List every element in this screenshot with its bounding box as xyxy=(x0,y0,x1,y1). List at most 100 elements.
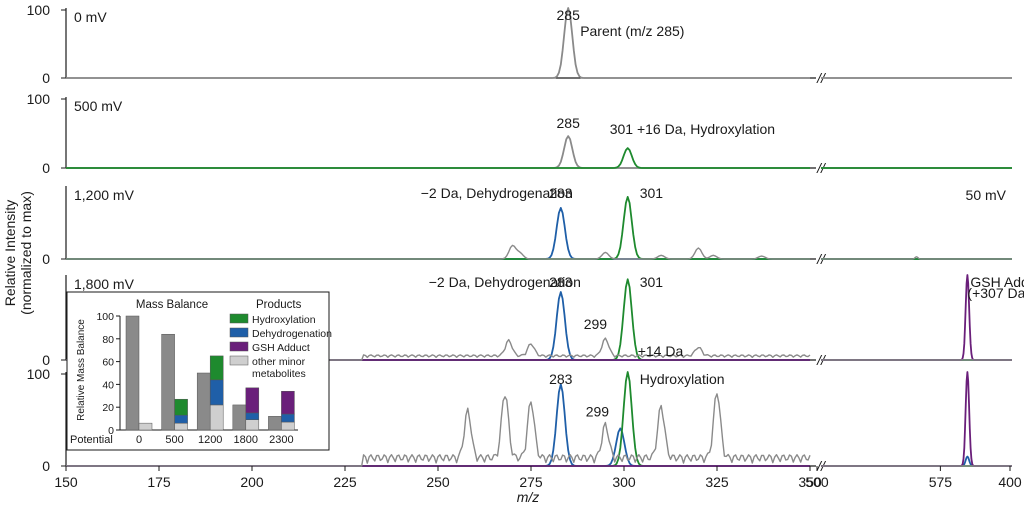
potential-label: 500 mV xyxy=(74,98,123,114)
inset-category-label: 1200 xyxy=(198,434,222,446)
bar-product-segment xyxy=(138,422,153,431)
mass-balance-inset: Mass Balance Relative Mass Balance Potenti… xyxy=(66,291,332,451)
inset-y-tick-label: 20 xyxy=(102,402,114,414)
x-tick-label: 325 xyxy=(705,474,729,490)
peak-annotation: +14 Da xyxy=(638,343,684,359)
peak-annotation: 299 xyxy=(586,403,610,419)
bar-product-segment xyxy=(281,390,295,415)
legend-label: Hydroxylation xyxy=(252,314,316,326)
legend-label: other minor xyxy=(252,356,306,368)
peak-annotation: 301 xyxy=(640,185,664,201)
bar-parent xyxy=(125,315,140,431)
potential-label: 0 mV xyxy=(74,9,107,25)
x-tick-label: 275 xyxy=(519,474,543,490)
bar-product-segment xyxy=(209,379,224,406)
inset-category-label: 2300 xyxy=(269,434,293,446)
x-tick-label: 400 xyxy=(998,474,1022,490)
bar-product-segment xyxy=(209,404,224,431)
x-tick-label: 250 xyxy=(426,474,450,490)
x-axis-title: m/z xyxy=(517,489,540,505)
y-axis-title-line2: (normalized to max) xyxy=(18,191,34,315)
bar-parent xyxy=(196,372,211,431)
peak-annotation: 301 xyxy=(640,274,664,290)
potential-label-right: 50 mV xyxy=(966,187,1007,203)
peak-annotation: 283 xyxy=(549,371,573,387)
y-tick-label: 100 xyxy=(27,91,51,107)
peak-annotation: −2 Da, Dehydrogenation xyxy=(421,185,573,201)
x-tick-label: 500 xyxy=(805,474,829,490)
peak-annotation: 285 xyxy=(557,115,581,131)
bar-product-segment xyxy=(174,414,188,424)
inset-category-label: 0 xyxy=(136,434,142,446)
series-trace xyxy=(66,7,1013,79)
x-tick-label: 575 xyxy=(929,474,953,490)
inset-category-label: 500 xyxy=(165,434,183,446)
inset-y-tick-label: 80 xyxy=(102,334,114,346)
x-tick-label: 350 xyxy=(798,474,822,490)
peak-annotation: −2 Da, Dehydrogenation xyxy=(429,274,581,290)
x-tick-label: 175 xyxy=(147,474,171,490)
y-tick-label: 0 xyxy=(42,160,50,176)
series-trace xyxy=(66,147,1013,169)
bar-product-segment xyxy=(245,387,260,414)
y-tick-label: 100 xyxy=(27,366,51,382)
peak-annotation: 283 xyxy=(549,274,573,290)
peak-annotation: Parent (m/z 285) xyxy=(580,23,684,39)
legend-swatch xyxy=(229,313,249,324)
potential-label: 1,800 mV xyxy=(74,276,135,292)
peak-annotation: 299 xyxy=(584,316,608,332)
bar-product-segment xyxy=(174,398,188,416)
y-tick-label: 0 xyxy=(42,70,50,86)
bar-product-segment xyxy=(174,422,188,431)
y-tick-label: 100 xyxy=(27,2,51,18)
y-axis-title-line1: Relative Intensity xyxy=(2,200,18,307)
x-tick-label: 300 xyxy=(612,474,636,490)
legend-swatch xyxy=(229,355,249,366)
peak-annotation: 285 xyxy=(557,7,581,23)
legend-label: Dehydrogenation xyxy=(252,328,332,340)
x-tick-label: 150 xyxy=(54,474,78,490)
peak-annotation: Hydroxylation xyxy=(640,371,725,387)
bar-product-segment xyxy=(245,419,260,431)
bar-parent xyxy=(232,404,247,431)
series-trace xyxy=(66,196,1013,260)
inset-title: Mass Balance xyxy=(136,299,208,311)
potential-label: 1,200 mV xyxy=(74,187,135,203)
x-tick-label: 200 xyxy=(240,474,264,490)
bar-product-segment xyxy=(281,413,295,423)
legend-swatch xyxy=(229,327,249,338)
bar-product-segment xyxy=(281,421,295,431)
y-axis-title: Relative Intensity (normalized to max) xyxy=(2,191,34,315)
y-tick-label: 0 xyxy=(42,352,50,368)
inset-y-tick-label: 100 xyxy=(96,311,114,323)
inset-y-tick-label: 60 xyxy=(102,357,114,369)
bar-product-segment xyxy=(245,412,260,420)
bar-product-segment xyxy=(209,355,224,381)
bar-parent xyxy=(161,333,175,431)
inset-y-title: Relative Mass Balance xyxy=(76,319,87,421)
bar-parent xyxy=(268,416,282,431)
y-tick-label: 0 xyxy=(42,251,50,267)
series-trace xyxy=(66,135,1013,169)
peak-annotation: 301 +16 Da, Hydroxylation xyxy=(610,121,775,137)
inset-y-tick-label: 40 xyxy=(102,379,114,391)
inset-y-tick-label: 0 xyxy=(108,425,114,437)
peak-annotation: GSH Adduct xyxy=(970,274,1024,290)
peak-annotation: (+307 Da, m/z 592) xyxy=(967,285,1024,301)
inset-category-label: 1800 xyxy=(234,434,258,446)
series-trace xyxy=(66,244,1012,260)
legend-title: Products xyxy=(256,299,302,311)
legend-label: metabolites xyxy=(252,368,306,380)
peak-annotation: 283 xyxy=(549,185,573,201)
legend-label: GSH Adduct xyxy=(252,342,310,354)
legend-swatch xyxy=(229,341,249,352)
y-tick-label: 0 xyxy=(42,458,50,474)
inset-x-title: Potential xyxy=(70,434,113,446)
x-tick-label: 225 xyxy=(333,474,357,490)
series-trace xyxy=(66,207,1013,260)
